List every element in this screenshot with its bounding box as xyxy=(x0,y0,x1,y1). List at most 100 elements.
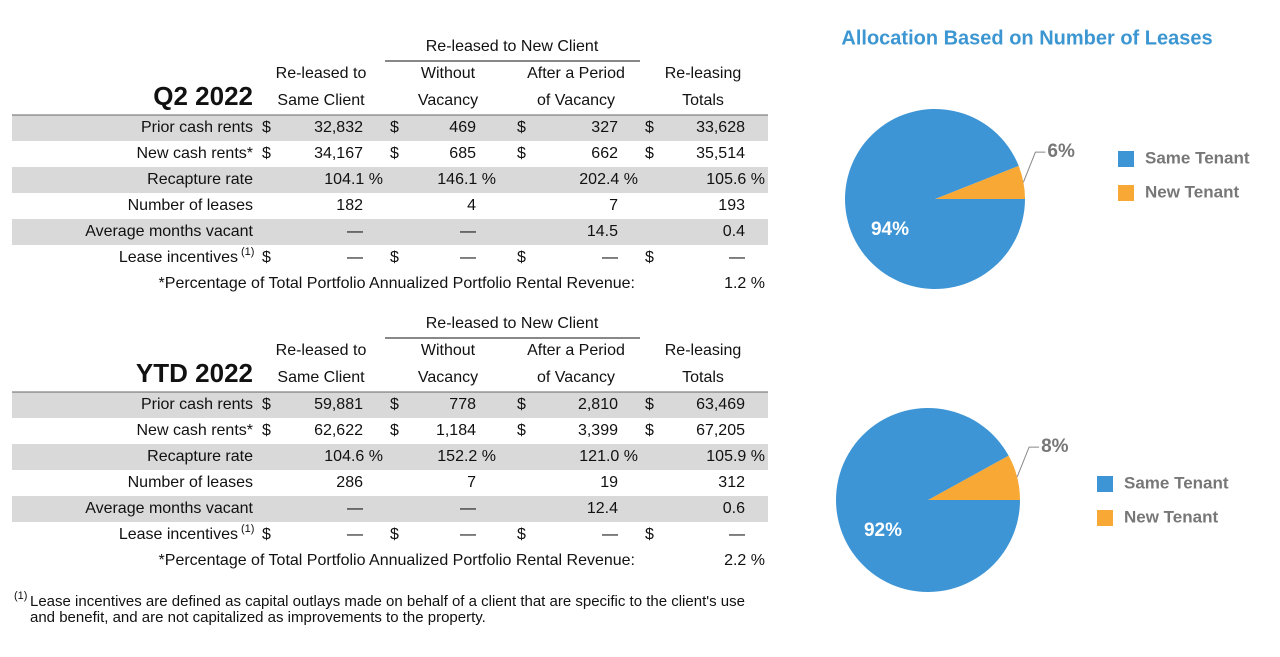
cell-value: 63,469 xyxy=(696,396,745,413)
leader-line xyxy=(1022,151,1046,183)
cell-value: 685 xyxy=(449,145,476,162)
pie-slice xyxy=(935,165,1025,199)
footer-value: 2.2 % xyxy=(724,552,765,569)
currency: $ xyxy=(262,396,271,413)
row-shade xyxy=(12,219,768,245)
cell-value: 33,628 xyxy=(696,119,745,136)
column-header: After a Period xyxy=(527,342,625,359)
cell-value: — xyxy=(347,223,363,240)
period-label: YTD 2022 xyxy=(136,358,253,388)
row-shade xyxy=(12,115,768,141)
footnote-marker: (1) xyxy=(14,590,28,602)
cell-value: 0.4 xyxy=(723,223,745,240)
pie-slice xyxy=(845,109,1025,290)
legend-label: New Tenant xyxy=(1124,507,1218,526)
cell-value: 19 xyxy=(600,474,618,491)
row-label: Prior cash rents xyxy=(141,119,253,136)
pie-label: 92% xyxy=(864,520,902,541)
column-header: Same Client xyxy=(277,369,365,386)
cell-value: 778 xyxy=(449,396,476,413)
legend-swatch xyxy=(1118,185,1134,201)
cell-value: — xyxy=(729,249,745,266)
row-note: (1) xyxy=(241,523,254,535)
column-header: Totals xyxy=(682,92,724,109)
currency: $ xyxy=(390,422,399,439)
cell-value: 2,810 xyxy=(578,396,618,413)
currency: $ xyxy=(517,249,526,266)
pie-slice xyxy=(928,455,1020,500)
group-header: Re-leased to New Client xyxy=(426,38,599,55)
cell-value: 34,167 xyxy=(314,145,363,162)
cell-value: 146.1 % xyxy=(437,171,496,188)
currency: $ xyxy=(645,249,654,266)
cell-value: 14.5 xyxy=(587,223,618,240)
currency: $ xyxy=(645,422,654,439)
currency: $ xyxy=(517,422,526,439)
column-header: Vacancy xyxy=(418,369,478,386)
currency: $ xyxy=(517,526,526,543)
currency: $ xyxy=(262,119,271,136)
row-note: (1) xyxy=(241,246,254,258)
cell-value: — xyxy=(460,223,476,240)
cell-value: 35,514 xyxy=(696,145,745,162)
currency: $ xyxy=(517,145,526,162)
cell-value: — xyxy=(347,500,363,517)
cell-value: — xyxy=(347,526,363,543)
cell-value: 662 xyxy=(591,145,618,162)
leader-line xyxy=(1016,446,1040,478)
cell-value: 1,184 xyxy=(436,422,476,439)
cell-value: 67,205 xyxy=(696,422,745,439)
cell-value: 312 xyxy=(718,474,745,491)
footer-label: *Percentage of Total Portfolio Annualize… xyxy=(159,275,635,292)
cell-value: — xyxy=(602,249,618,266)
cell-value: 104.1 % xyxy=(324,171,383,188)
column-header: Vacancy xyxy=(418,92,478,109)
currency: $ xyxy=(262,526,271,543)
cell-value: — xyxy=(460,500,476,517)
cell-value: 59,881 xyxy=(314,396,363,413)
currency: $ xyxy=(390,119,399,136)
cell-value: 286 xyxy=(336,474,363,491)
cell-value: 202.4 % xyxy=(579,171,638,188)
row-shade xyxy=(12,167,768,193)
currency: $ xyxy=(645,145,654,162)
row-label: Average months vacant xyxy=(85,500,253,517)
pie-label: 8% xyxy=(1041,436,1069,457)
cell-value: 105.6 % xyxy=(706,171,765,188)
footer-value: 1.2 % xyxy=(724,275,765,292)
currency: $ xyxy=(262,249,271,266)
cell-value: 105.9 % xyxy=(706,448,765,465)
currency: $ xyxy=(390,145,399,162)
legend-swatch xyxy=(1097,510,1113,526)
footer-label: *Percentage of Total Portfolio Annualize… xyxy=(159,552,635,569)
currency: $ xyxy=(262,145,271,162)
footnote-text: Lease incentives are defined as capital … xyxy=(30,593,745,626)
column-header: Re-leasing xyxy=(665,342,741,359)
currency: $ xyxy=(645,119,654,136)
cell-value: 3,399 xyxy=(578,422,618,439)
currency: $ xyxy=(390,526,399,543)
cell-value: — xyxy=(460,249,476,266)
column-header: After a Period xyxy=(527,65,625,82)
legend-label: Same Tenant xyxy=(1124,473,1229,492)
cell-value: 182 xyxy=(336,197,363,214)
row-label: New cash rents* xyxy=(137,422,254,439)
legend-label: New Tenant xyxy=(1145,182,1239,201)
legend-swatch xyxy=(1097,476,1113,492)
column-header: Re-leasing xyxy=(665,65,741,82)
column-header: Re-leased to xyxy=(276,65,367,82)
cell-value: 152.2 % xyxy=(437,448,496,465)
cell-value: 327 xyxy=(591,119,618,136)
currency: $ xyxy=(390,249,399,266)
cell-value: 104.6 % xyxy=(324,448,383,465)
currency: $ xyxy=(390,396,399,413)
chart-title: Allocation Based on Number of Leases xyxy=(841,27,1212,49)
column-header: Totals xyxy=(682,369,724,386)
legend-label: Same Tenant xyxy=(1145,148,1250,167)
column-header: of Vacancy xyxy=(537,369,615,386)
cell-value: 469 xyxy=(449,119,476,136)
period-label: Q2 2022 xyxy=(153,81,253,111)
cell-value: 4 xyxy=(467,197,476,214)
